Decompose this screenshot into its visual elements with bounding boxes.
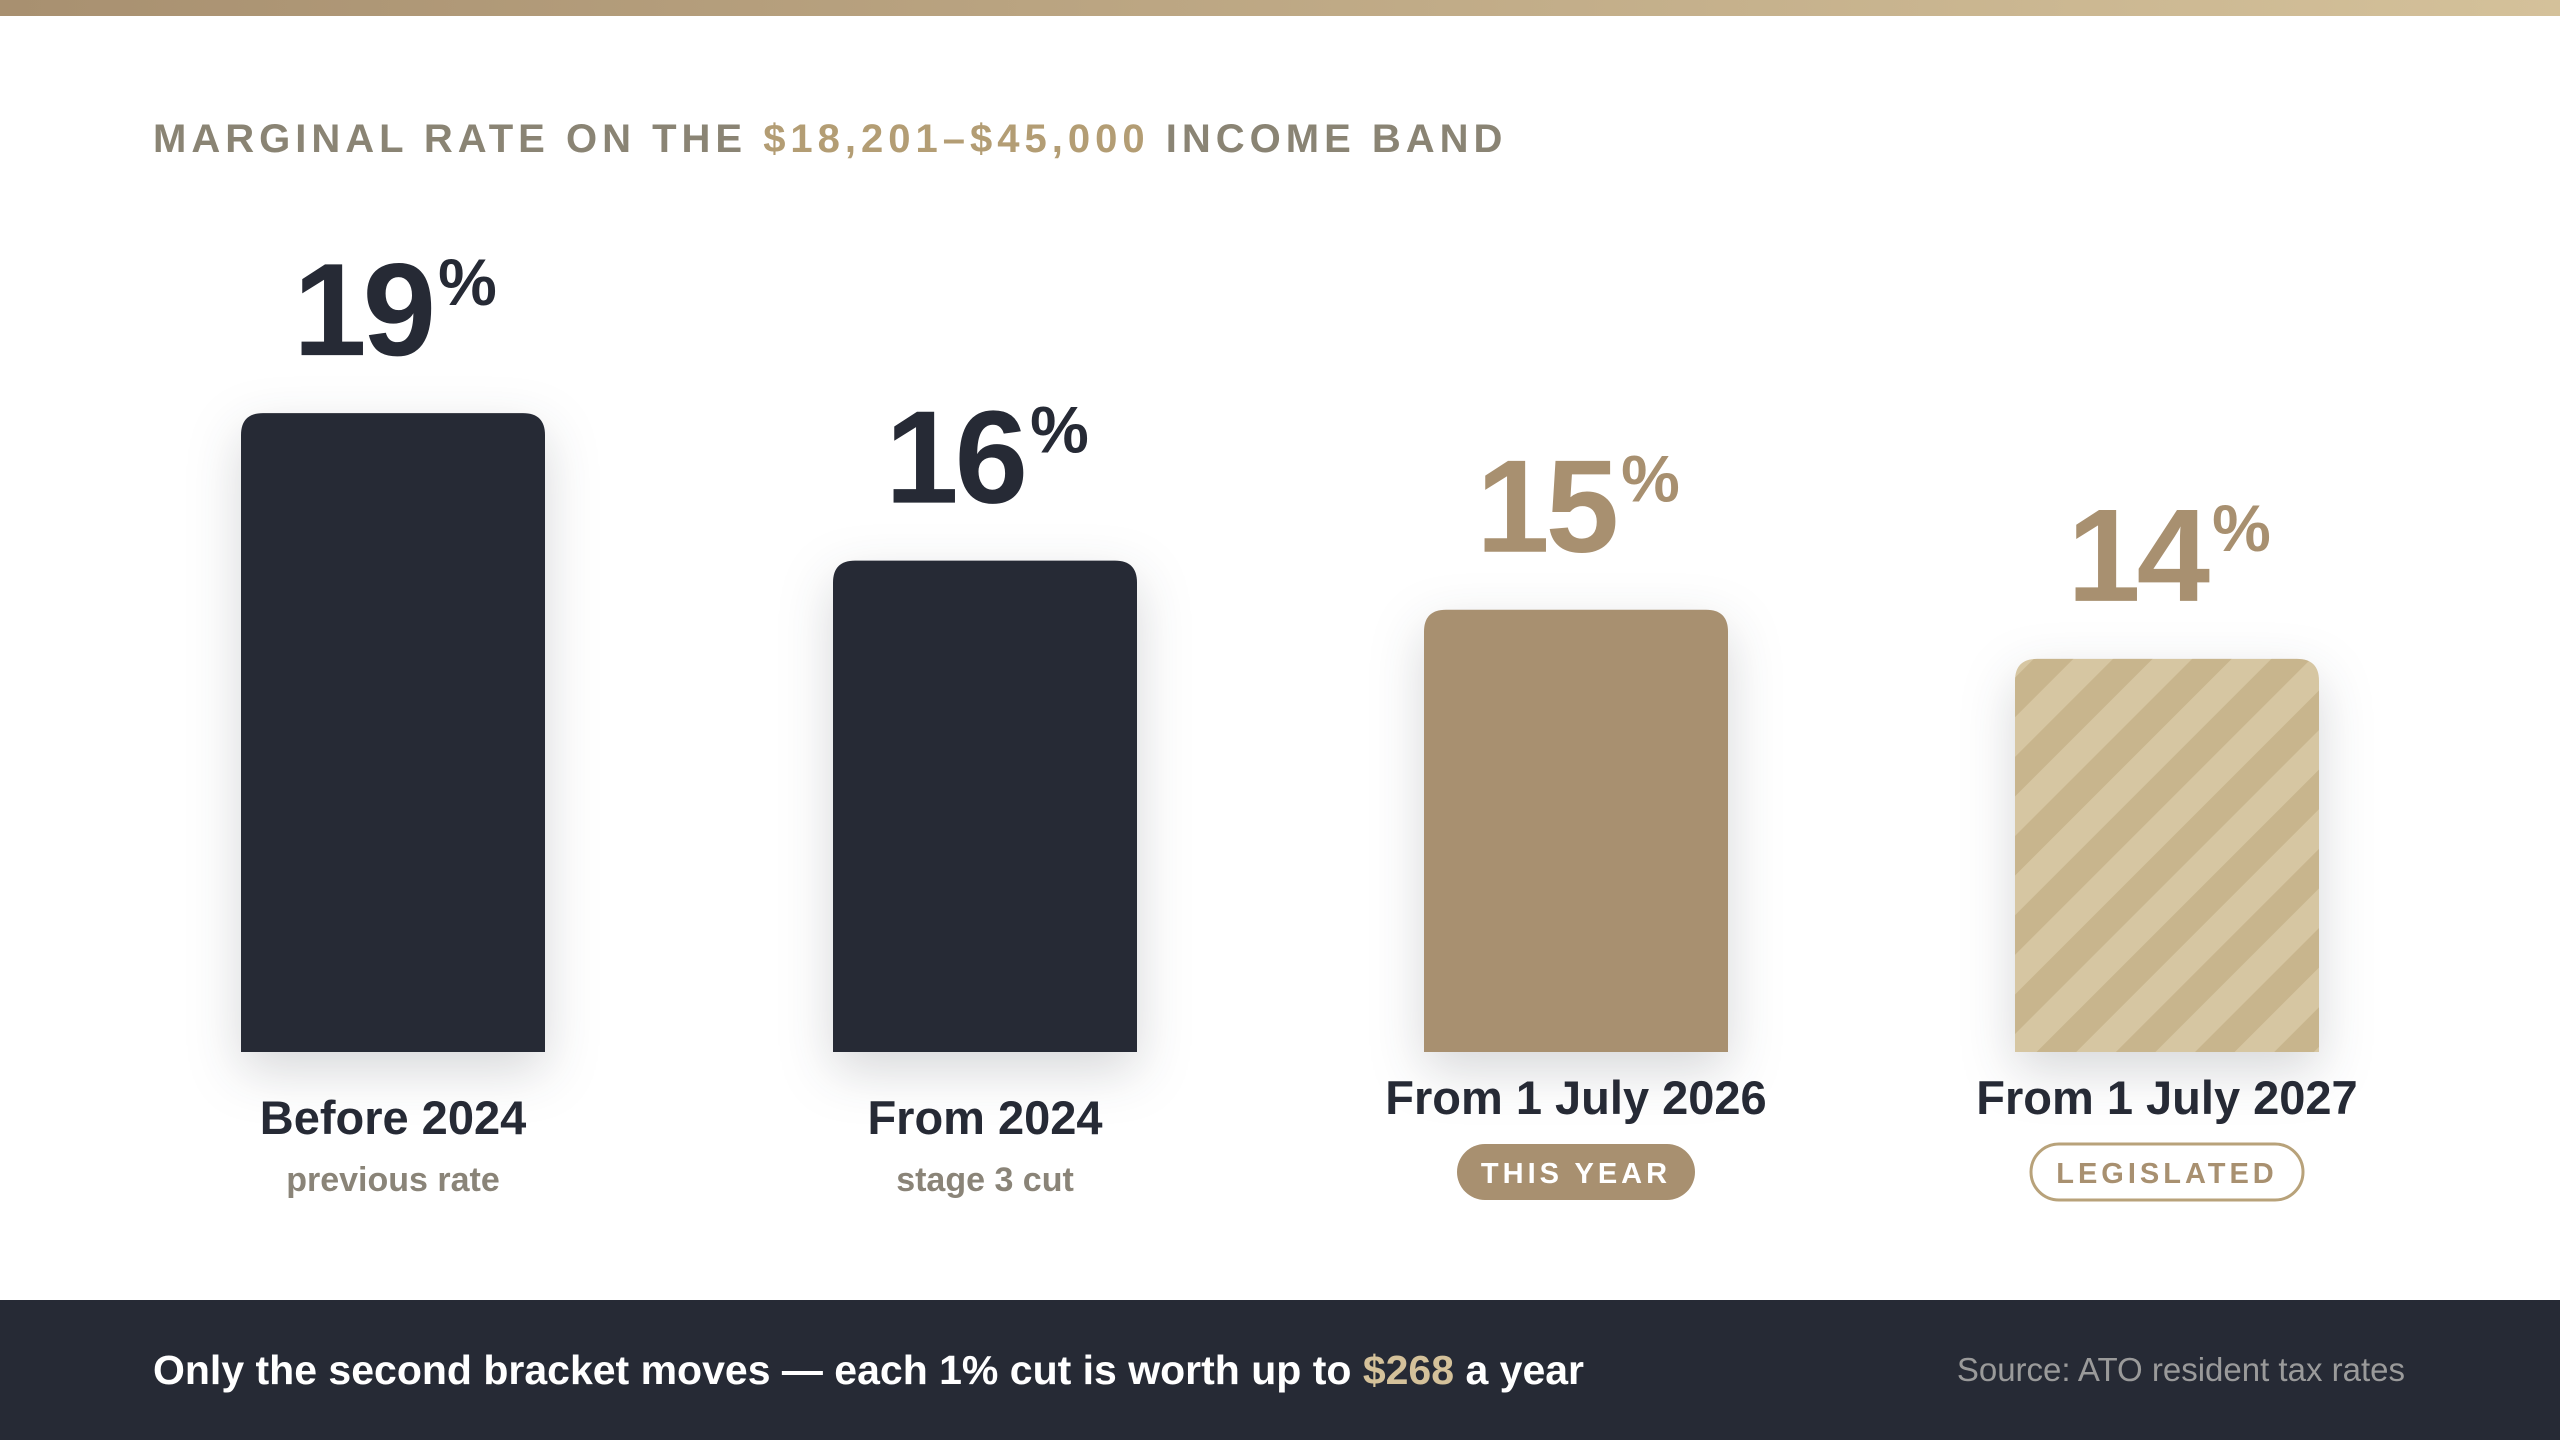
footer-part: a year [1465,1347,1584,1393]
category-sublabel: previous rate [286,1161,500,1199]
chart-title: MARGINAL RATE ON THE $18,201–$45,000 INC… [153,117,1507,161]
value-number: 19 [293,236,432,383]
footer-band [0,1300,2560,1440]
badge-label: LEGISLATED [2056,1158,2278,1190]
category-sublabel: stage 3 cut [896,1161,1074,1199]
bar-hatch [2015,658,2319,1052]
footer-highlight: $268 [1363,1347,1454,1393]
source: Source: ATO resident tax rates [1957,1351,2405,1388]
top-accent [0,0,2560,16]
footer-part: Only the second bracket moves — each 1% … [153,1347,1351,1393]
bar-group [241,413,545,1053]
value-unit: % [438,245,495,319]
category-label: From 2024 [867,1091,1102,1144]
value-unit: % [1621,442,1678,516]
bar [241,413,545,1053]
badge [1457,1144,1695,1200]
bar [833,560,1137,1052]
title-highlight: $18,201–$45,000 [763,117,1149,161]
category-label: From 1 July 2027 [1976,1071,2357,1124]
bar-group [1424,609,1728,1052]
bar-group [2015,658,2319,1052]
title-text: MARGINAL RATE ON THE [153,117,747,161]
value-number: 15 [1476,433,1615,580]
bar [1424,609,1728,1052]
value-number: 16 [885,384,1024,531]
value-label: 19% [293,236,495,383]
plot: 19% Before 2024 previous rate 16% From 2024 s… [241,236,2358,1202]
title-text: INCOME BAND [1166,117,1508,161]
value-label: 16% [885,384,1087,531]
bar-group [833,560,1137,1052]
value-label: 14% [2067,482,2269,629]
value-number: 14 [2067,482,2209,629]
badge-label: THIS YEAR [1481,1158,1671,1190]
category-label: Before 2024 [260,1091,527,1144]
value-unit: % [2212,491,2269,565]
value-unit: % [1030,393,1087,467]
category-label: From 1 July 2026 [1385,1071,1766,1124]
footer-text: Only the second bracket moves — each 1% … [153,1347,1584,1393]
value-label: 15% [1476,433,1678,580]
badge [2029,1142,2305,1202]
